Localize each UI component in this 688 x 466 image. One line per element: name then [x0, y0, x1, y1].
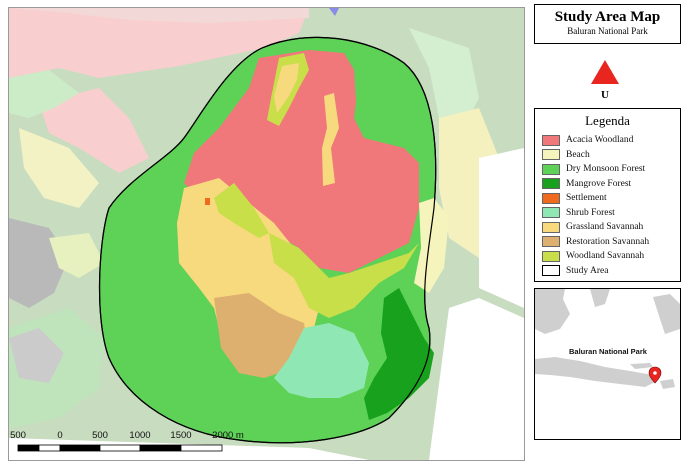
scale-bar: 500 0 500 1000 1500 2000 m [10, 430, 250, 460]
woodland-savannah-central [269, 233, 419, 318]
scale-tick-label: 1000 [129, 430, 151, 441]
legend-items: Acacia Woodland Beach Dry Monsoon Forest Ma… [535, 133, 680, 278]
shrub-forest [274, 323, 369, 398]
scale-bar-labels: 500 0 500 1000 1500 2000 m [10, 430, 250, 442]
inset-locator-map: Baluran National Park [534, 288, 681, 440]
map-subtitle: Baluran National Park [567, 26, 648, 36]
legend-swatch [542, 192, 560, 204]
north-edge-area [9, 8, 309, 23]
legend-label: Restoration Savannah [566, 236, 650, 247]
beach-fringe [414, 198, 449, 293]
scale-tick-label: 1500 [170, 430, 192, 441]
legend: Legenda Acacia Woodland Beach Dry Monsoon … [534, 108, 681, 282]
legend-label: Shrub Forest [566, 207, 615, 218]
inset-bali-island [660, 379, 675, 389]
legend-item: Beach [535, 148, 680, 163]
legend-swatch [542, 221, 560, 233]
location-marker-icon [648, 366, 662, 384]
legend-swatch [542, 134, 560, 146]
legend-item: Grassland Savannah [535, 220, 680, 235]
legend-item: Dry Monsoon Forest [535, 162, 680, 177]
study-area-map [8, 7, 525, 461]
dry-forest-northeast [354, 68, 414, 148]
legend-swatch [542, 178, 560, 190]
north-water-patch [329, 8, 339, 16]
west-yellow-patch [49, 233, 104, 278]
legend-label: Dry Monsoon Forest [566, 164, 646, 175]
legend-label: Grassland Savannah [566, 222, 644, 233]
map-canvas [9, 8, 524, 460]
legend-item: Study Area [535, 264, 680, 279]
inset-landmass-north [590, 289, 610, 307]
grassland-savannah-north [274, 63, 299, 113]
legend-label: Beach [566, 149, 590, 160]
legend-label: Mangrove Forest [566, 178, 632, 189]
legend-swatch [542, 250, 560, 262]
legend-label: Study Area [566, 265, 609, 276]
legend-item: Woodland Savannah [535, 249, 680, 264]
inset-landmass-northwest [535, 289, 570, 334]
legend-label: Woodland Savannah [566, 251, 645, 262]
map-title-box: Study Area Map Baluran National Park [534, 4, 681, 44]
west-beach-patch [19, 128, 99, 208]
legend-label: Settlement [566, 193, 607, 204]
legend-swatch [542, 163, 560, 175]
map-title: Study Area Map [554, 9, 661, 25]
legend-swatch [542, 236, 560, 248]
legend-item: Shrub Forest [535, 206, 680, 221]
inset-landmass-northeast [653, 294, 680, 334]
northwest-acacia-area [9, 8, 309, 78]
mangrove-forest [364, 288, 434, 420]
legend-item: Settlement [535, 191, 680, 206]
west-green-patch [9, 70, 79, 118]
scale-tick-label: 2000 m [212, 430, 244, 441]
inset-madura-island [630, 363, 653, 369]
scale-tick-label: 0 [57, 430, 63, 441]
legend-item: Mangrove Forest [535, 177, 680, 192]
legend-label: Acacia Woodland [566, 135, 634, 146]
legend-title: Legenda [585, 113, 630, 128]
scale-tick-label: 500 [92, 430, 108, 441]
southwest-grey-patch [9, 328, 64, 383]
acacia-woodland-core [184, 50, 419, 273]
north-arrow-label: U [601, 89, 609, 101]
inset-location-label: Baluran National Park [569, 347, 647, 356]
north-arrow: U [588, 58, 622, 102]
legend-swatch [542, 149, 560, 161]
sea-southeast [429, 298, 524, 460]
scale-bar-graphic [17, 444, 223, 452]
legend-swatch [542, 265, 560, 277]
settlement-patch [205, 198, 210, 205]
sea-east [479, 148, 524, 308]
scale-tick-label: 500 [10, 430, 26, 441]
north-arrow-icon: U [591, 60, 619, 101]
legend-item: Acacia Woodland [535, 133, 680, 148]
legend-swatch [542, 207, 560, 219]
west-pink-patch [39, 88, 149, 173]
inset-java-island [535, 357, 657, 387]
restoration-savannah [214, 293, 309, 378]
grassland-savannah-finger [322, 93, 339, 186]
legend-item: Restoration Savannah [535, 235, 680, 250]
study-area-boundary [98, 36, 437, 444]
woodland-savannah-west [214, 183, 269, 238]
inset-map-canvas [535, 289, 680, 439]
